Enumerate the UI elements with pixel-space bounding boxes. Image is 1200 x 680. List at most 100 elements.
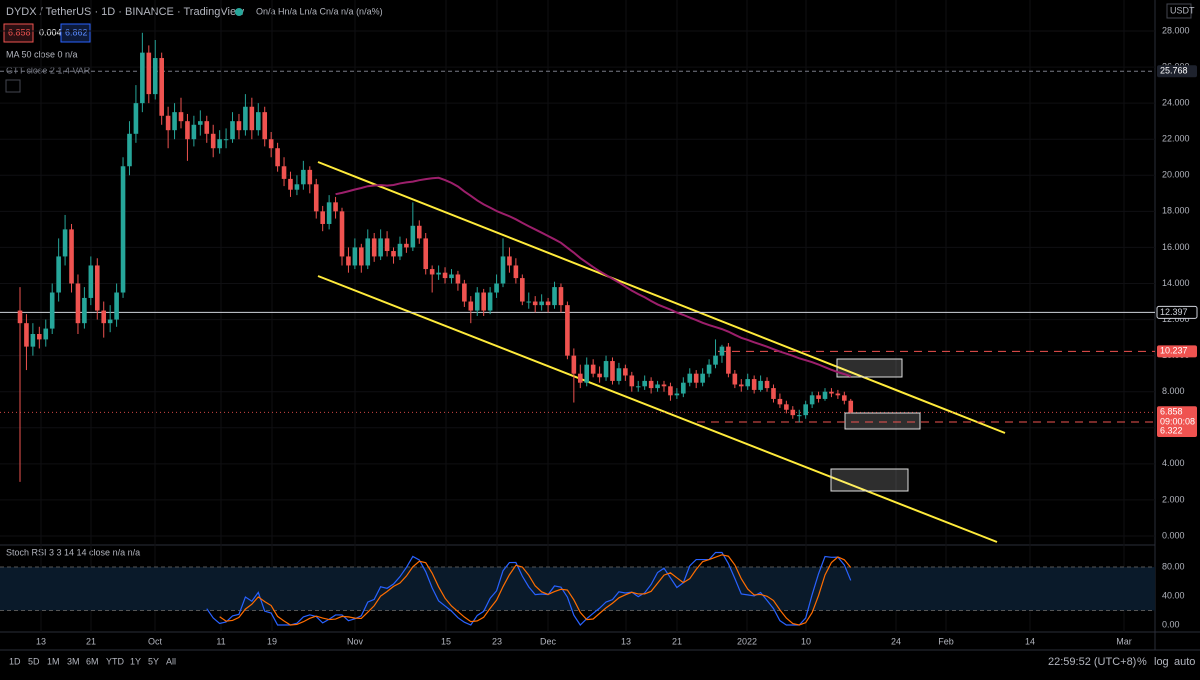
rsi-legend: Stoch RSI 3 3 14 14 close n/a n/a: [6, 547, 140, 557]
candle-body: [758, 380, 763, 390]
candle-body: [635, 386, 641, 388]
candle-body: [191, 124, 197, 140]
candle-body: [320, 211, 325, 224]
time-label: Nov: [347, 636, 364, 646]
time-label: Dec: [540, 636, 557, 646]
log-toggle[interactable]: log: [1154, 656, 1169, 668]
percent-toggle[interactable]: %: [1137, 656, 1147, 668]
zone-box: [830, 468, 909, 492]
candle-body: [732, 373, 738, 385]
price-tick-label: 14.000: [1162, 278, 1190, 288]
rsi-tick-label: 40.00: [1162, 590, 1185, 600]
range-button[interactable]: 3M: [67, 656, 80, 666]
candle-body: [352, 247, 358, 266]
candle-body: [565, 305, 570, 356]
candle-body: [88, 265, 94, 298]
candle-body: [114, 292, 119, 320]
range-button[interactable]: 5D: [28, 656, 40, 666]
time-label: 24: [891, 636, 901, 646]
candle-body: [668, 386, 673, 396]
candle-body: [771, 388, 776, 399]
auto-toggle[interactable]: auto: [1174, 656, 1195, 668]
price-badge-label: 6.858: [1160, 407, 1183, 417]
moving-average: [335, 176, 852, 378]
price-badge: [1157, 345, 1197, 358]
time-label: 14: [1025, 636, 1035, 646]
candle-body: [365, 238, 371, 266]
status-dot: [235, 8, 243, 16]
time-label: 2022: [737, 636, 757, 646]
candle-body: [532, 301, 538, 306]
candle-body: [75, 283, 81, 324]
candle-body: [513, 265, 519, 279]
candle-body: [217, 139, 222, 149]
ask-box[interactable]: [60, 23, 91, 43]
price-tick-label: 18.000: [1162, 206, 1190, 216]
candle-body: [629, 375, 635, 387]
range-button[interactable]: 1Y: [130, 656, 141, 666]
candle-body: [764, 380, 770, 389]
candle-body: [520, 278, 525, 302]
range-button[interactable]: 5Y: [148, 656, 159, 666]
candle-body: [822, 391, 828, 399]
range-button[interactable]: YTD: [106, 656, 125, 666]
candle-body: [700, 373, 705, 383]
range-button[interactable]: All: [166, 656, 176, 666]
bid-box[interactable]: [3, 23, 34, 43]
candle-body: [94, 265, 100, 311]
spread: 0.004: [39, 27, 62, 37]
candle-body: [829, 391, 834, 394]
candle-body: [481, 292, 486, 311]
candle-body: [571, 355, 577, 374]
time-label: 23: [492, 636, 502, 646]
candle-body: [133, 103, 139, 134]
collapse-legend[interactable]: [5, 79, 21, 93]
candle-body: [436, 272, 441, 275]
rsi-tick-label: 0.00: [1162, 619, 1180, 629]
bid: 6.858: [8, 27, 31, 37]
candle-body: [507, 256, 512, 266]
candle-body: [455, 274, 461, 284]
candle-body: [809, 395, 815, 405]
currency: USDT: [1170, 5, 1195, 15]
candle-body: [842, 395, 847, 401]
candle-body: [777, 398, 783, 405]
candle-body: [751, 379, 757, 390]
candle-body: [301, 169, 306, 185]
stoch-rsi-line: [206, 551, 852, 626]
candle-body: [726, 346, 731, 374]
candle-body: [17, 310, 23, 324]
range-button[interactable]: 6M: [86, 656, 99, 666]
candle-body: [107, 319, 113, 324]
candle-body: [545, 301, 551, 306]
price-badge-label: 25.768: [1160, 66, 1188, 76]
candle-body: [62, 229, 68, 257]
price-tick-label: 4.000: [1162, 458, 1185, 468]
candle-body: [339, 211, 345, 257]
candle-body: [255, 112, 261, 131]
ask: 6.862: [65, 27, 88, 37]
candle-body: [307, 169, 313, 185]
candle-body: [687, 373, 693, 383]
price-badge-label: 6.322: [1160, 425, 1183, 435]
candle-body: [790, 409, 796, 416]
candle-body: [281, 166, 287, 179]
range-button[interactable]: 1M: [47, 656, 60, 666]
clock: 22:59:52 (UTC+8): [1048, 656, 1136, 668]
candle-body: [243, 106, 248, 131]
candle-body: [848, 400, 854, 413]
candle-body: [262, 112, 268, 140]
candle-body: [210, 133, 216, 149]
candle-body: [558, 287, 564, 306]
candle-body: [56, 256, 61, 293]
candle-body: [719, 346, 725, 356]
currency-box[interactable]: [1166, 3, 1192, 19]
range-button[interactable]: 1D: [9, 656, 21, 666]
candle-body: [275, 148, 280, 167]
candle-body: [82, 297, 87, 324]
candle-body: [326, 202, 332, 224]
time-label: 13: [36, 636, 46, 646]
channel-lower: [317, 275, 998, 543]
candle-body: [24, 323, 29, 347]
